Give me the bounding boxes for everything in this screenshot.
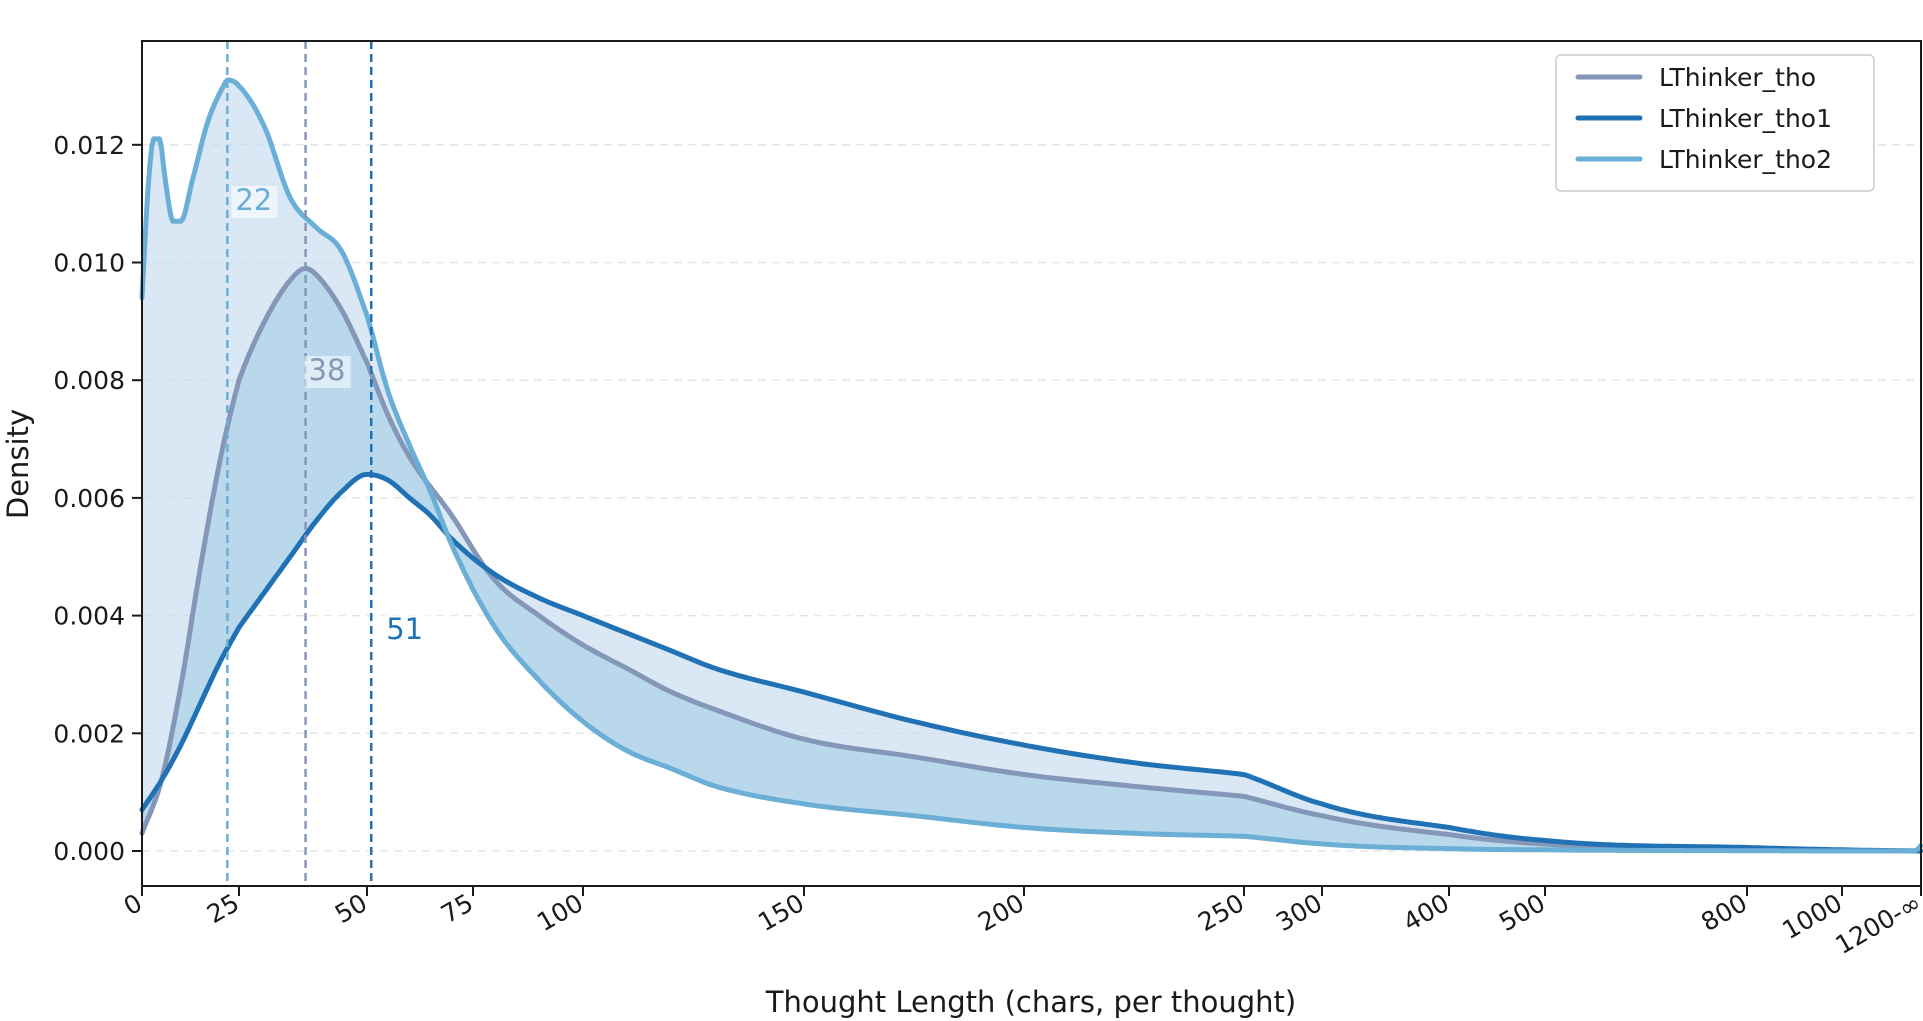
y-axis-title: Density bbox=[1, 409, 35, 519]
x-tick-label: 100 bbox=[532, 888, 588, 937]
x-tick-label: 300 bbox=[1271, 888, 1327, 937]
median-markers: 38 51 22 bbox=[226, 41, 429, 886]
legend-label-LThinker_tho2: LThinker_tho2 bbox=[1659, 145, 1832, 174]
x-tick-label: 400 bbox=[1398, 888, 1454, 937]
y-tick-label: 0.004 bbox=[53, 602, 125, 631]
median-label-LThinker_tho2: 22 bbox=[235, 183, 272, 217]
series-lines bbox=[139, 77, 1923, 854]
x-tick-label: 800 bbox=[1696, 888, 1752, 937]
legend-label-LThinker_tho1: LThinker_tho1 bbox=[1659, 104, 1832, 133]
x-axis-ticks: 0 25 50 75 100 150 200 250 300 400 500 800 10001200-… bbox=[119, 886, 1923, 960]
median-label-LThinker_tho: 38 bbox=[309, 353, 346, 387]
x-tick-label: 200 bbox=[973, 888, 1029, 937]
y-tick-label: 0.000 bbox=[53, 837, 125, 866]
x-tick-label: 150 bbox=[753, 888, 809, 937]
y-tick-label: 0.012 bbox=[53, 131, 125, 160]
legend-label-LThinker_tho: LThinker_tho bbox=[1659, 63, 1816, 92]
median-label-bg bbox=[382, 615, 429, 647]
area-fills bbox=[142, 80, 1921, 852]
x-tick-label: 75 bbox=[436, 888, 478, 929]
y-axis-ticks: 0.000 0.002 0.004 0.006 0.008 0.010 0.012 bbox=[53, 131, 142, 866]
plot-frame bbox=[141, 40, 1922, 887]
x-tick-label: 25 bbox=[202, 888, 244, 929]
median-label-bg bbox=[231, 186, 278, 218]
x-tick-label: 50 bbox=[330, 888, 372, 929]
y-tick-label: 0.010 bbox=[53, 249, 125, 278]
y-tick-label: 0.002 bbox=[53, 719, 125, 748]
median-label-bg bbox=[304, 356, 351, 388]
x-axis-title: Thought Length (chars, per thought) bbox=[765, 985, 1296, 1019]
legend: LThinker_tho LThinker_tho1 LThinker_tho2 bbox=[1555, 54, 1875, 192]
x-tick-label: 500 bbox=[1494, 888, 1550, 937]
series-line-LThinker_tho2 bbox=[139, 77, 1923, 854]
x-tick-label: 250 bbox=[1193, 888, 1249, 937]
x-tick-label: 1200-∞ bbox=[1831, 888, 1923, 960]
y-tick-label: 0.008 bbox=[53, 366, 125, 395]
median-label-LThinker_tho1: 51 bbox=[386, 612, 423, 646]
y-tick-label: 0.006 bbox=[53, 484, 125, 513]
inner-band-fill bbox=[142, 268, 1921, 851]
